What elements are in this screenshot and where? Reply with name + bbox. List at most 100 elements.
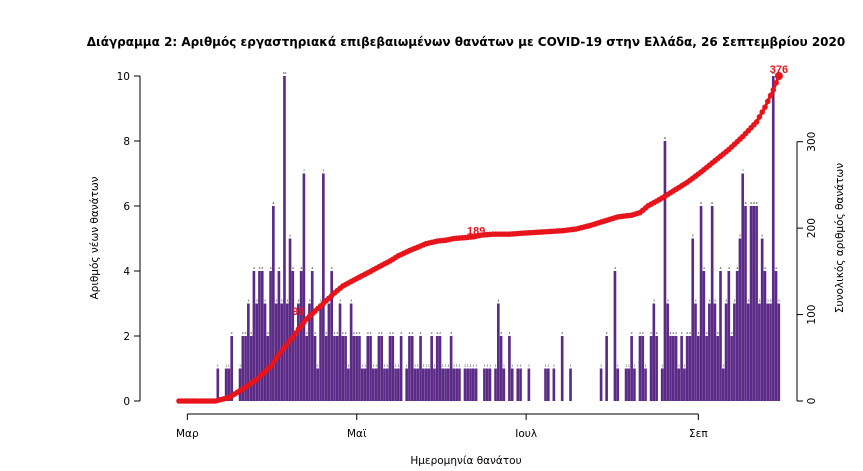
bar xyxy=(385,368,389,401)
bar-value-label: 2 xyxy=(314,331,316,335)
bar xyxy=(363,368,367,401)
bar-value-label: 1 xyxy=(517,364,519,368)
bar xyxy=(249,336,253,401)
bar xyxy=(302,173,306,401)
bar-value-label: 2 xyxy=(670,331,672,335)
bar-value-label: 4 xyxy=(292,266,294,270)
bar-value-label: 1 xyxy=(384,364,386,368)
bar-value-label: 4 xyxy=(720,266,722,270)
left-y-tick-label: 0 xyxy=(123,396,130,408)
bar xyxy=(544,368,547,401)
x-tick-label: Μαϊ xyxy=(347,428,367,440)
bar xyxy=(469,368,472,401)
bar xyxy=(677,368,681,401)
bar xyxy=(247,303,250,401)
bar xyxy=(730,336,733,401)
bar-value-label: 3 xyxy=(339,299,341,303)
bar-value-label: 2 xyxy=(561,331,563,335)
cumulative-point xyxy=(773,80,779,86)
bar xyxy=(488,368,492,401)
bar xyxy=(366,336,370,401)
left-y-tick-label: 10 xyxy=(117,71,130,83)
bar xyxy=(405,368,408,401)
bar xyxy=(283,76,286,401)
bar-value-label: 1 xyxy=(239,364,241,368)
bar-value-label: 1 xyxy=(570,364,572,368)
bar xyxy=(413,368,417,401)
bar-value-label: 1 xyxy=(386,364,388,368)
bar-value-label: 3 xyxy=(758,299,760,303)
bar xyxy=(369,336,372,401)
bar xyxy=(305,336,308,401)
bar-value-label: 6 xyxy=(750,201,752,205)
bar xyxy=(360,368,364,401)
cumulative-annotation: 376 xyxy=(770,64,788,76)
bar xyxy=(758,303,761,401)
bar-value-label: 7 xyxy=(742,169,744,173)
left-y-tick-label: 6 xyxy=(123,201,130,213)
cumulative-point xyxy=(267,363,274,370)
bar-value-label: 3 xyxy=(256,299,258,303)
bar xyxy=(335,336,339,401)
bar xyxy=(641,336,645,401)
bar xyxy=(613,271,617,401)
bar xyxy=(774,271,778,401)
bar xyxy=(458,368,461,401)
bar xyxy=(655,336,658,401)
bar xyxy=(224,368,228,401)
bar-value-label: 2 xyxy=(370,331,372,335)
bar xyxy=(274,303,278,401)
bar-value-label: 1 xyxy=(628,364,630,368)
bar xyxy=(269,271,272,401)
bar xyxy=(688,336,692,401)
bar xyxy=(308,303,311,401)
bar-value-label: 1 xyxy=(317,364,319,368)
right-y-tick-label: 200 xyxy=(806,218,818,238)
bar-value-label: 8 xyxy=(664,136,666,140)
bar xyxy=(671,336,675,401)
bar-value-label: 4 xyxy=(300,266,302,270)
bar xyxy=(383,368,386,401)
bar xyxy=(685,336,689,401)
bar-value-label: 3 xyxy=(264,299,266,303)
bar-value-label: 1 xyxy=(375,364,377,368)
bar-value-label: 3 xyxy=(695,299,697,303)
cumulative-point xyxy=(270,359,277,366)
bar xyxy=(408,336,411,401)
bar-value-label: 4 xyxy=(270,266,272,270)
bar xyxy=(527,368,531,401)
bar xyxy=(288,238,292,401)
bar xyxy=(699,206,703,401)
bar xyxy=(719,271,722,401)
bar xyxy=(333,336,336,401)
cumulative-point xyxy=(767,92,774,99)
bar-value-label: 1 xyxy=(553,364,555,368)
cumulative-point xyxy=(774,72,783,80)
bar-value-label: 2 xyxy=(672,331,674,335)
bar-value-label: 1 xyxy=(372,364,374,368)
bar-value-label: 1 xyxy=(722,364,724,368)
bar xyxy=(674,336,678,401)
bar xyxy=(746,303,750,401)
bar-value-label: 2 xyxy=(681,331,683,335)
bar-value-label: 1 xyxy=(617,364,619,368)
bar-value-label: 1 xyxy=(472,364,474,368)
bar xyxy=(310,271,314,401)
bar-value-label: 3 xyxy=(320,299,322,303)
cumulative-point xyxy=(756,114,763,120)
bar-value-label: 1 xyxy=(464,364,466,368)
bar xyxy=(560,336,564,401)
bar-value-label: 6 xyxy=(711,201,713,205)
bar xyxy=(285,303,289,401)
bar-value-label: 2 xyxy=(420,331,422,335)
bar-value-label: 2 xyxy=(400,331,402,335)
bar-value-label: 1 xyxy=(364,364,366,368)
bar xyxy=(546,368,550,401)
bar-value-label: 2 xyxy=(650,331,652,335)
bar-value-label: 3 xyxy=(275,299,277,303)
bar-value-label: 4 xyxy=(253,266,255,270)
x-tick-label: Σεπ xyxy=(689,428,708,440)
bar-value-label: 2 xyxy=(267,331,269,335)
bar-value-label: 1 xyxy=(484,364,486,368)
